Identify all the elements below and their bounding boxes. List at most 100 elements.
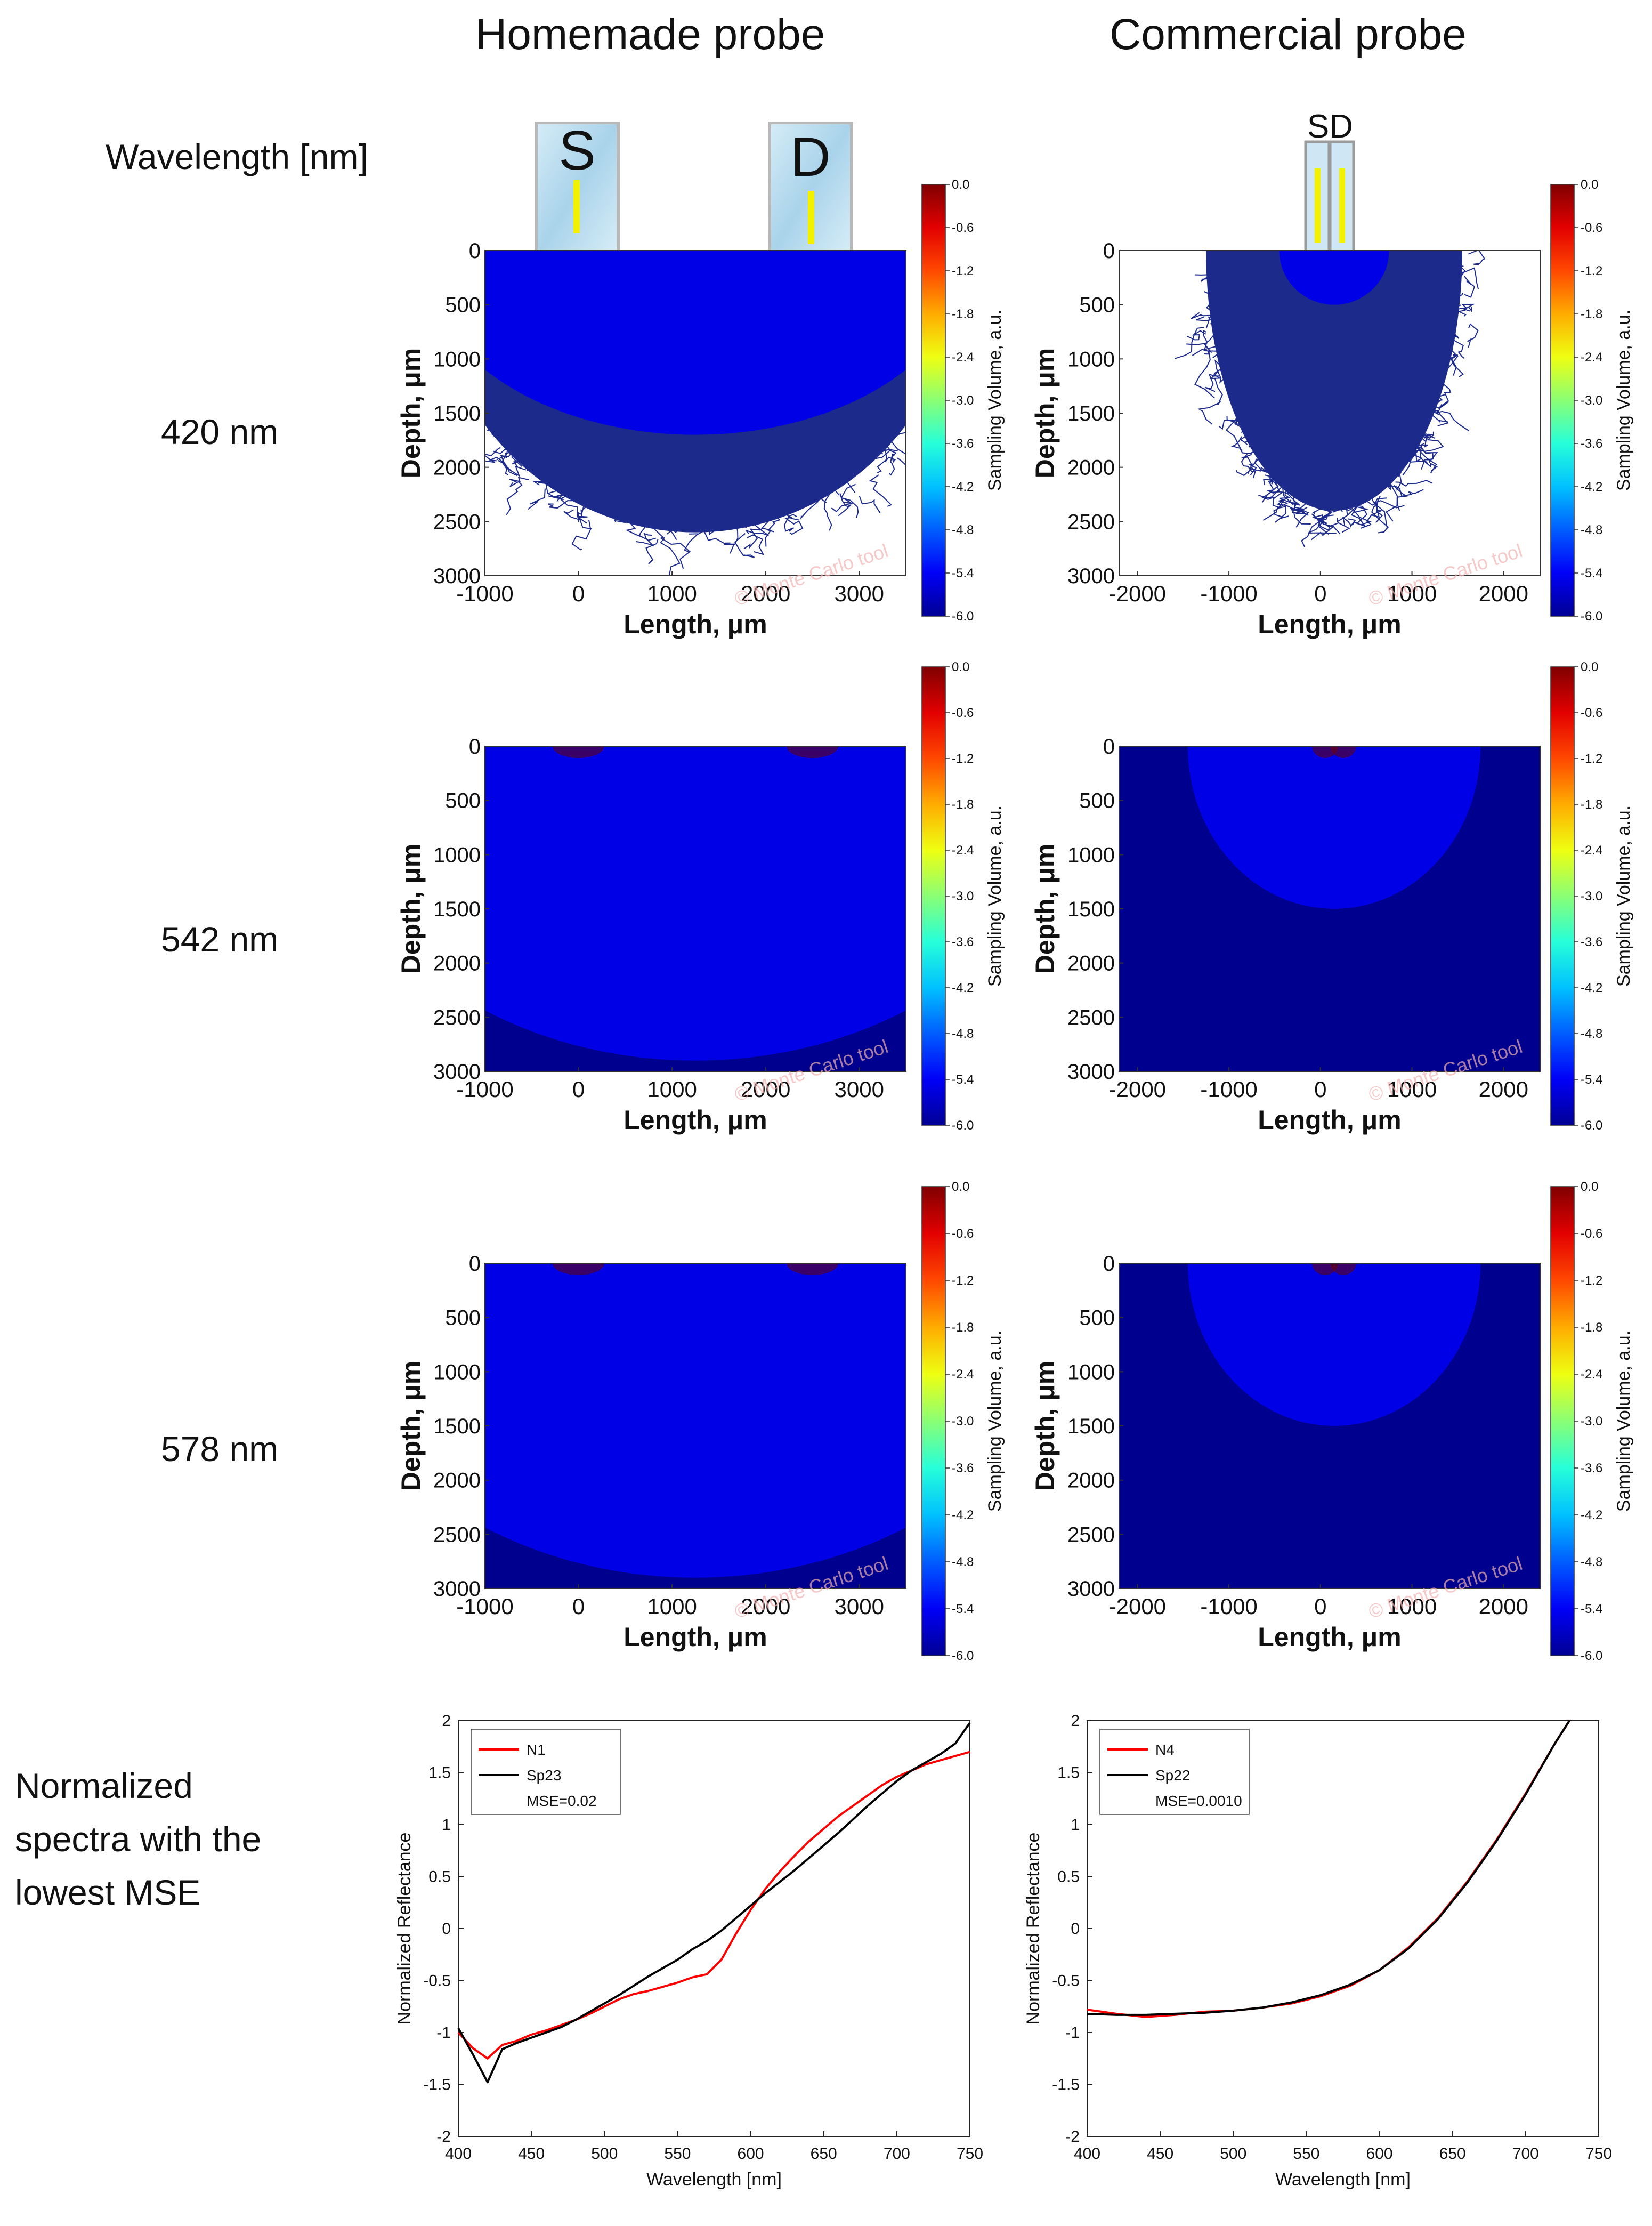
commercial-probe-title: Commercial probe bbox=[1110, 10, 1467, 59]
x-tick-label: 400 bbox=[1074, 2145, 1100, 2163]
x-tick-label: 700 bbox=[1512, 2145, 1539, 2163]
colorbar-title: Sampling Volume, a.u. bbox=[985, 310, 1005, 491]
x-tick-label: -1000 bbox=[456, 1077, 513, 1102]
colorbar-title: Sampling Volume, a.u. bbox=[985, 805, 1005, 987]
colorbar-tick-label: -1.8 bbox=[952, 307, 974, 321]
legend-box bbox=[1099, 1729, 1250, 1815]
y-tick-label: 2500 bbox=[433, 510, 481, 534]
x-axis-label: Length, μm bbox=[623, 609, 767, 639]
colorbar-tick-label: -4.2 bbox=[952, 1508, 974, 1522]
x-tick-label: 550 bbox=[1293, 2145, 1319, 2163]
spectra-row-label: Normalized spectra with the lowest MSE bbox=[15, 1759, 261, 1919]
colorbar-homemade-420: 0.0 -0.6 -1.2 -1.8 -2.4 -3.0 -3.6 -4.2 -4.8 -5.4 -… bbox=[921, 178, 1005, 624]
heatmap-commercial-578: 0 500 1000 1500 2000 2500 3000-2000 -1000 0 1000 2… bbox=[1030, 1252, 1541, 1652]
source-hotspot bbox=[553, 1263, 604, 1275]
x-tick-label: 0 bbox=[1314, 1594, 1326, 1619]
y-tick-label: 2000 bbox=[433, 952, 481, 975]
detector-hotspot bbox=[1330, 746, 1356, 758]
sampling-volume-field bbox=[1187, 1263, 1481, 1426]
y-axis-label: Depth, μm bbox=[396, 1361, 426, 1491]
x-tick-label: 1000 bbox=[647, 581, 697, 606]
x-tick-label: 700 bbox=[884, 2145, 910, 2163]
y-tick-label: 0 bbox=[442, 1920, 451, 1938]
colorbar-tick-label: -3.6 bbox=[952, 935, 974, 949]
y-tick-label: -2 bbox=[436, 2128, 451, 2146]
colorbar-commercial-542: 0.0 -0.6 -1.2 -1.8 -2.4 -3.0 -3.6 -4.2 -4.8 -5.4 -… bbox=[1550, 660, 1634, 1133]
y-tick-label: 0 bbox=[1103, 735, 1115, 759]
heatmap-commercial-542: 0 500 1000 1500 2000 2500 3000-2000 -1000 0 1000 2… bbox=[1030, 735, 1541, 1135]
y-tick-label: 1500 bbox=[433, 402, 481, 425]
colorbar-tick-label: -1.2 bbox=[952, 752, 974, 766]
colorbar-tick-label: -1.2 bbox=[952, 264, 974, 278]
mse-annotation: MSE=0.02 bbox=[527, 1793, 597, 1809]
colorbar-tick-label: -2.4 bbox=[952, 1367, 974, 1382]
y-tick-label: 1.5 bbox=[428, 1764, 451, 1782]
colorbar-tick-label: -4.2 bbox=[952, 480, 974, 494]
x-tick-label: 600 bbox=[1366, 2145, 1393, 2163]
x-axis-label: Length, μm bbox=[1258, 609, 1401, 639]
y-tick-label: 500 bbox=[445, 1306, 481, 1330]
series-line-sp22 bbox=[1087, 1720, 1570, 2016]
x-tick-label: -1000 bbox=[456, 1594, 513, 1619]
legend-label-sp23: Sp23 bbox=[527, 1767, 561, 1784]
y-tick-label: 2500 bbox=[1067, 1006, 1115, 1029]
sampling-volume-field bbox=[485, 251, 906, 435]
colorbar-title: Sampling Volume, a.u. bbox=[985, 1330, 1005, 1512]
y-tick-label: -0.5 bbox=[423, 1972, 451, 1990]
detector-core bbox=[808, 191, 814, 244]
wavelength-header: Wavelength [nm] bbox=[106, 137, 368, 176]
homemade-probe-diagram: S D bbox=[535, 122, 853, 259]
legend-label-n1: N1 bbox=[527, 1741, 546, 1758]
x-tick-label: -1000 bbox=[1200, 1077, 1257, 1102]
x-tick-label: 450 bbox=[1147, 2145, 1173, 2163]
x-tick-label: 750 bbox=[957, 2145, 983, 2163]
detector-label: D bbox=[790, 126, 830, 188]
sampling-volume-field bbox=[485, 746, 906, 1061]
spectra-label-line-3: lowest MSE bbox=[15, 1873, 201, 1912]
photon-path-cloud bbox=[1206, 251, 1462, 511]
y-tick-label: 2000 bbox=[1067, 1469, 1115, 1493]
y-tick-label: 0.5 bbox=[428, 1868, 451, 1886]
colorbar-tick-label: -1.2 bbox=[1581, 752, 1602, 766]
y-tick-label: -1 bbox=[436, 2024, 451, 2042]
x-tick-label: 0 bbox=[1314, 581, 1326, 606]
y-tick-label: 2000 bbox=[433, 456, 481, 480]
x-tick-label: 500 bbox=[591, 2145, 618, 2163]
y-tick-label: -1.5 bbox=[1052, 2076, 1080, 2094]
x-axis-label: Length, μm bbox=[623, 1622, 767, 1652]
y-tick-label: 0 bbox=[469, 239, 481, 263]
colorbar-tick-label: -3.6 bbox=[1581, 437, 1602, 451]
x-tick-label: -1000 bbox=[456, 581, 513, 606]
colorbar-gradient bbox=[1550, 1186, 1575, 1656]
y-tick-label: 1 bbox=[1071, 1816, 1080, 1834]
y-tick-label: -1 bbox=[1065, 2024, 1080, 2042]
colorbar-title: Sampling Volume, a.u. bbox=[1614, 310, 1634, 491]
colorbar-tick-label: -4.2 bbox=[952, 981, 974, 995]
x-tick-label: 3000 bbox=[835, 1594, 884, 1619]
y-tick-label: 0.5 bbox=[1057, 1868, 1080, 1886]
colorbar-commercial-420: 0.0 -0.6 -1.2 -1.8 -2.4 -3.0 -3.6 -4.2 -4.8 -5.4 -… bbox=[1550, 178, 1634, 624]
colorbar-tick-label: -6.0 bbox=[952, 1649, 974, 1663]
y-tick-label: 1000 bbox=[1067, 1360, 1115, 1384]
colorbar-tick-label: -6.0 bbox=[952, 609, 974, 624]
colorbar-tick-label: -4.2 bbox=[1581, 1508, 1602, 1522]
sampling-volume-field bbox=[485, 1263, 906, 1578]
y-tick-label: 3000 bbox=[1067, 564, 1115, 588]
x-tick-label: -2000 bbox=[1109, 1594, 1166, 1619]
colorbar-title: Sampling Volume, a.u. bbox=[1614, 1330, 1634, 1512]
x-axis-label: Length, μm bbox=[1258, 1105, 1401, 1135]
colorbar-tick-label: -6.0 bbox=[1581, 609, 1602, 624]
x-tick-label: 2000 bbox=[1479, 1077, 1528, 1102]
colorbar-tick-label: -1.2 bbox=[1581, 264, 1602, 278]
x-tick-label: 1000 bbox=[1387, 581, 1437, 606]
y-tick-label: -0.5 bbox=[1052, 1972, 1080, 1990]
source-label: S bbox=[558, 122, 595, 182]
colorbar-tick-label: -6.0 bbox=[1581, 1118, 1602, 1133]
colorbar-tick-label: -4.8 bbox=[952, 523, 974, 537]
source-hotspot bbox=[553, 746, 604, 758]
colorbar-tick-label: -3.0 bbox=[1581, 1414, 1602, 1429]
colorbar-tick-label: -3.0 bbox=[952, 393, 974, 408]
colorbar-tick-label: -5.4 bbox=[1581, 566, 1602, 580]
